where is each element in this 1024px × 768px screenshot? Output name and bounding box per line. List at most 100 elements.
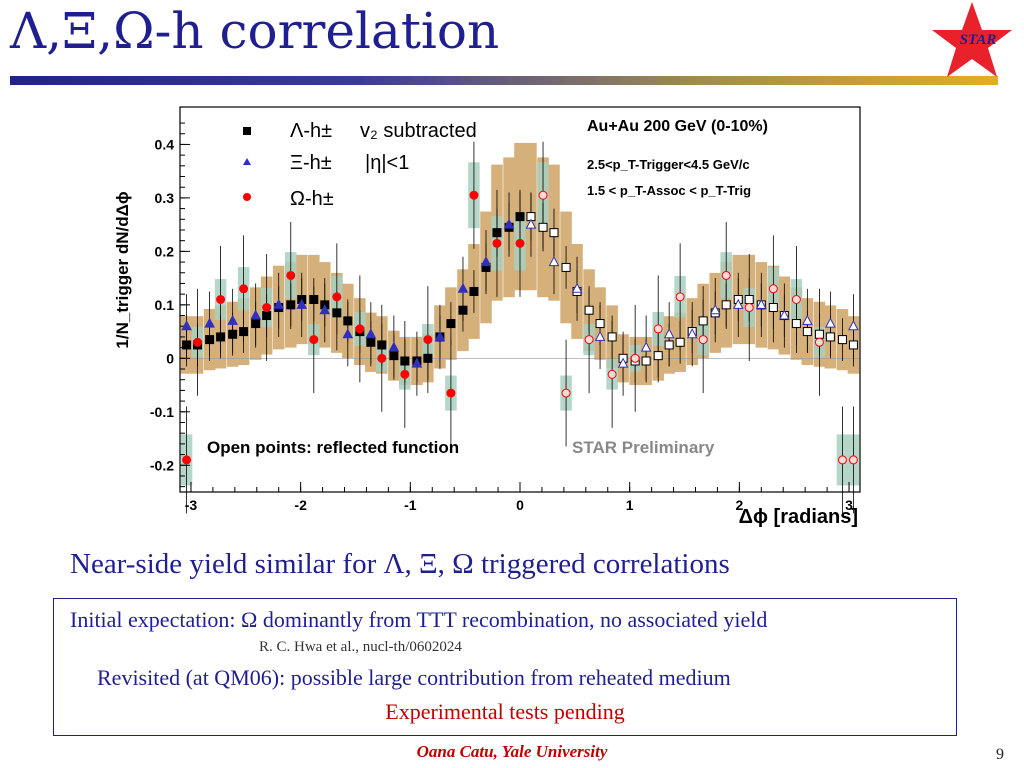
xi-point: [686, 328, 698, 339]
note-initial-expectation: Initial expectation: Ω dominantly from T…: [70, 607, 768, 632]
annotation-preliminary: STAR Preliminary: [572, 438, 715, 457]
x-axis-label: Δϕ [radians]: [739, 506, 858, 528]
xi-point: [204, 317, 215, 328]
omega-point: [744, 303, 754, 313]
omega-point: [193, 337, 203, 347]
xi-point: [480, 256, 492, 267]
star-logo-text: STAR: [960, 32, 997, 48]
omega-point: [400, 369, 410, 379]
lambda-point: [239, 327, 249, 337]
lambda-point: [216, 332, 226, 342]
x-tick-label: 1: [626, 497, 634, 513]
title-underline-bar: [10, 76, 998, 85]
star-logo: STAR: [932, 2, 1012, 77]
xi-point: [365, 328, 377, 339]
lambda-point: [549, 228, 559, 238]
page-number: 9: [996, 746, 1004, 763]
lambda-point: [561, 262, 571, 272]
legend-marker-omega: [243, 193, 251, 201]
lambda-point: [423, 353, 433, 363]
lambda-point: [400, 356, 410, 366]
y-axis-label: 1/N_trigger dN/dΔϕ: [113, 191, 132, 348]
xi-point: [732, 298, 744, 309]
xi-point: [319, 304, 331, 315]
legend-marker-lambda: [243, 127, 251, 135]
lambda-point: [251, 319, 261, 329]
lambda-point: [584, 305, 594, 315]
lambda-point: [286, 300, 296, 310]
lambda-point: [538, 222, 548, 232]
x-tick-label: -3: [185, 497, 198, 513]
omega-point: [446, 388, 456, 398]
xi-point: [848, 320, 859, 331]
lambda-point: [664, 340, 674, 350]
xi-point: [457, 282, 469, 293]
omega-point: [721, 270, 731, 280]
lambda-point: [641, 356, 651, 366]
xi-point: [594, 330, 606, 341]
omega-point: [675, 292, 685, 302]
omega-point: [538, 190, 548, 200]
footer-author: Oana Catu, Yale University: [416, 742, 608, 761]
lambda-point: [182, 340, 192, 350]
xi-point: [227, 314, 238, 325]
omega-point: [332, 292, 342, 302]
xi-point: [388, 341, 400, 352]
annotation-system: Au+Au 200 GeV (0-10%): [587, 118, 768, 135]
annotation-open-points: Open points: reflected function: [207, 438, 459, 457]
xi-point: [663, 328, 675, 339]
omega-point: [630, 353, 640, 363]
xi-point: [617, 357, 629, 368]
slide-title: Λ,Ξ,Ω-h correlation: [10, 2, 500, 60]
legend-label-omega: Ω-h±: [290, 188, 334, 210]
omega-point: [239, 284, 249, 294]
omega-point: [837, 455, 847, 465]
lambda-point: [595, 319, 605, 329]
omega-point: [848, 455, 858, 465]
correlation-plot: -3 -2 -1 0 1 2 3 -0.2 -0.1 0 0.1 0.2 0.3 0.4 Λ-h± Ξ-h…: [113, 106, 861, 528]
xi-point: [296, 298, 308, 309]
xi-point: [640, 341, 652, 352]
omega-point: [584, 335, 594, 345]
omega-point: [653, 324, 663, 334]
omega-point: [182, 455, 192, 465]
lambda-point: [837, 335, 847, 345]
y-tick-label: 0.4: [155, 136, 175, 152]
lambda-point: [814, 329, 824, 339]
annotation-assoc: 1.5 < p_T-Assoc < p_T-Trig: [587, 183, 751, 198]
lambda-point: [825, 332, 835, 342]
lambda-point: [377, 340, 387, 350]
x-tick-label: -2: [294, 497, 307, 513]
lambda-point: [744, 295, 754, 304]
legend-label-lambda: Λ-h±: [290, 120, 332, 142]
x-tick-label: 0: [516, 497, 524, 513]
lambda-point: [469, 286, 479, 296]
annotation-trigger: 2.5<p_T-Trigger<4.5 GeV/c: [587, 157, 750, 172]
x-tick-label: -1: [404, 497, 417, 513]
notes-box: Initial expectation: Ω dominantly from T…: [53, 598, 957, 736]
y-tick-label: -0.2: [150, 457, 174, 473]
omega-point: [698, 335, 708, 345]
xi-point: [342, 328, 354, 339]
omega-point: [262, 303, 272, 313]
lambda-point: [332, 308, 342, 318]
annotation-v2: v₂ subtracted: [360, 120, 477, 142]
omega-point: [561, 388, 571, 398]
lambda-point: [492, 228, 502, 238]
lambda-point: [698, 316, 708, 326]
legend-label-xi: Ξ-h±: [290, 152, 332, 174]
annotation-eta: |η|<1: [365, 152, 409, 174]
xi-point: [778, 309, 790, 320]
y-tick-label: -0.1: [150, 404, 174, 420]
lambda-point: [515, 212, 525, 222]
omega-point: [216, 295, 226, 304]
xi-point: [709, 304, 721, 315]
lambda-point: [848, 340, 858, 350]
lambda-point: [446, 319, 456, 329]
lambda-point: [675, 337, 685, 347]
y-tick-label: 0.1: [155, 297, 175, 313]
lambda-point: [309, 295, 319, 304]
lambda-point: [791, 319, 801, 329]
x-tick-label: 2: [735, 497, 743, 513]
legend-marker-xi: [243, 158, 251, 165]
